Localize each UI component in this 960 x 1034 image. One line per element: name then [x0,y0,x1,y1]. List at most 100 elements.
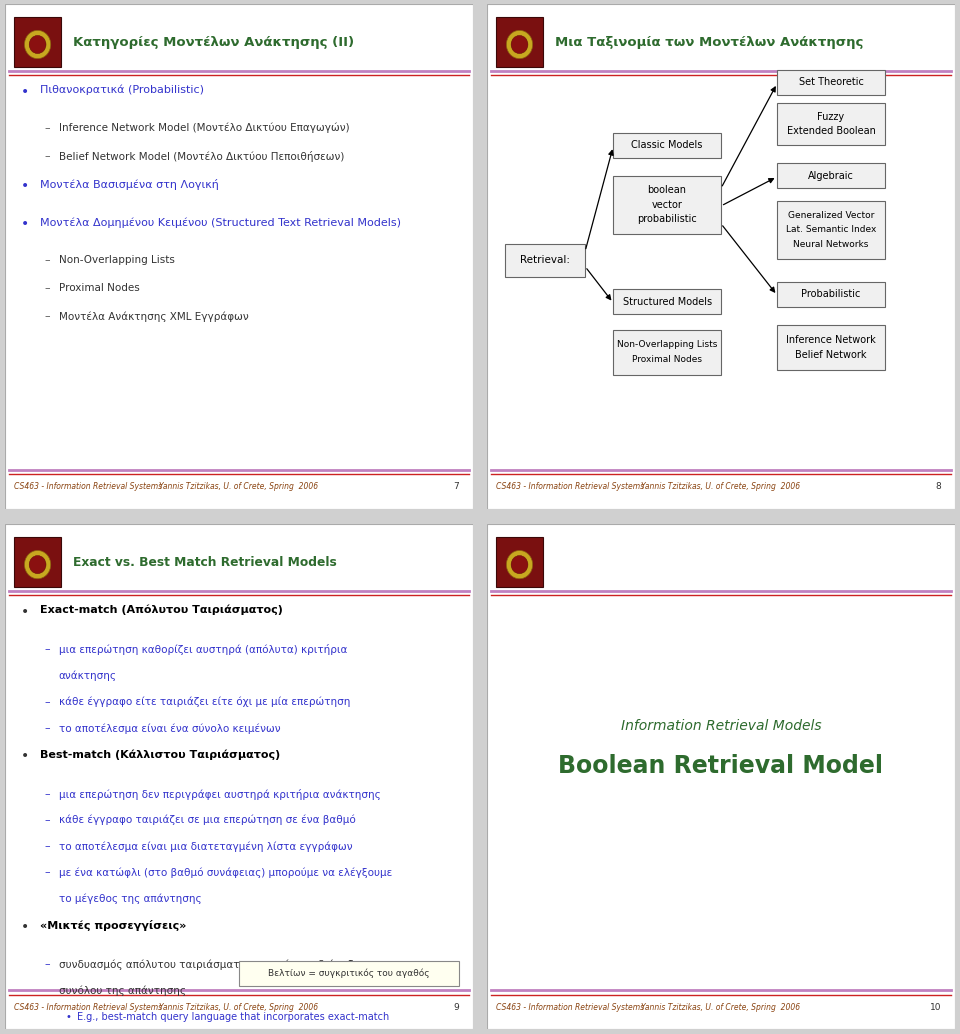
Text: Fuzzy: Fuzzy [818,112,845,122]
Text: Non-Overlapping Lists: Non-Overlapping Lists [59,255,175,265]
Text: •: • [21,750,30,763]
Text: Inference Network Model (Μοντέλο Δικτύου Επαγωγών): Inference Network Model (Μοντέλο Δικτύου… [59,123,349,133]
Text: •: • [21,605,30,619]
Text: •: • [21,920,30,934]
Text: Proximal Nodes: Proximal Nodes [632,356,702,364]
Text: Probabilistic: Probabilistic [802,290,861,299]
Text: Set Theoretic: Set Theoretic [799,78,863,87]
Text: –: – [44,841,50,851]
Text: Κατηγορίες Μοντέλων Ανάκτησης (ΙΙ): Κατηγορίες Μοντέλων Ανάκτησης (ΙΙ) [73,36,354,49]
Circle shape [511,555,528,574]
Text: κάθε έγγραφο είτε ταιριάζει είτε όχι με μία επερώτηση: κάθε έγγραφο είτε ταιριάζει είτε όχι με … [59,697,350,707]
Bar [14,17,61,67]
Text: Neural Networks: Neural Networks [793,240,869,249]
Bar [778,325,885,370]
Text: –: – [44,868,50,878]
Text: 9: 9 [453,1003,459,1011]
Text: –: – [44,255,50,265]
Bar [613,330,721,375]
Circle shape [29,35,46,54]
Text: ανάκτησης: ανάκτησης [59,671,117,681]
Text: 10: 10 [929,1003,941,1011]
Text: –: – [44,311,50,322]
Bar [613,290,721,314]
Text: μια επερώτηση καθορίζει αυστηρά (απόλυτα) κριτήρια: μια επερώτηση καθορίζει αυστηρά (απόλυτα… [59,644,348,656]
Text: Best-match (Κάλλιστου Ταιριάσματος): Best-match (Κάλλιστου Ταιριάσματος) [40,750,280,760]
Text: Yannis Tzitzikas, U. of Crete, Spring  2006: Yannis Tzitzikas, U. of Crete, Spring 20… [641,483,801,491]
Text: Classic Models: Classic Models [632,141,703,150]
Text: Extended Boolean: Extended Boolean [786,126,876,136]
Text: Βελτίων = συγκριτικός του αγαθός: Βελτίων = συγκριτικός του αγαθός [269,969,430,978]
Circle shape [29,555,46,574]
Text: μια επερώτηση δεν περιγράφει αυστηρά κριτήρια ανάκτησης: μια επερώτηση δεν περιγράφει αυστηρά κρι… [59,789,380,799]
Text: –: – [44,960,50,969]
Text: Πιθανοκρατικά (Probabilistic): Πιθανοκρατικά (Probabilistic) [40,85,204,95]
Bar [496,537,543,587]
Text: το μέγεθος της απάντησης: το μέγεθος της απάντησης [59,893,202,904]
Circle shape [24,550,51,579]
Text: Belief Network: Belief Network [795,349,867,360]
Text: Lat. Semantic Index: Lat. Semantic Index [786,225,876,235]
Bar [778,163,885,188]
Text: –: – [44,815,50,825]
Text: το αποτέλεσμα είναι ένα σύνολο κειμένων: το αποτέλεσμα είναι ένα σύνολο κειμένων [59,723,280,733]
Bar [506,244,585,277]
Text: το αποτέλεσμα είναι μια διατεταγμένη λίστα εγγράφων: το αποτέλεσμα είναι μια διατεταγμένη λίσ… [59,841,352,852]
Text: probabilistic: probabilistic [637,214,697,224]
Text: Yannis Tzitzikas, U. of Crete, Spring  2006: Yannis Tzitzikas, U. of Crete, Spring 20… [159,1003,319,1011]
Text: vector: vector [652,200,683,210]
Text: –: – [44,123,50,132]
Text: CS463 - Information Retrieval Systems: CS463 - Information Retrieval Systems [14,483,162,491]
Text: •: • [21,179,30,193]
Bar [778,102,885,146]
Text: –: – [44,151,50,161]
Text: Μοντέλα Ανάκτησης XML Εγγράφων: Μοντέλα Ανάκτησης XML Εγγράφων [59,311,249,322]
Text: Proximal Nodes: Proximal Nodes [59,283,139,294]
Text: «Μικτές προσεγγίσεις»: «Μικτές προσεγγίσεις» [40,920,186,931]
Text: κάθε έγγραφο ταιριάζει σε μια επερώτηση σε ένα βαθμό: κάθε έγγραφο ταιριάζει σε μια επερώτηση … [59,815,355,825]
Text: Boolean Retrieval Model: Boolean Retrieval Model [559,755,883,779]
Text: Generalized Vector: Generalized Vector [788,211,875,220]
Text: –: – [44,697,50,707]
Bar [14,537,61,587]
Text: Yannis Tzitzikas, U. of Crete, Spring  2006: Yannis Tzitzikas, U. of Crete, Spring 20… [641,1003,801,1011]
Bar [496,17,543,67]
Bar [778,201,885,258]
Text: –: – [44,283,50,294]
Text: συνόλου της απάντησης: συνόλου της απάντησης [59,985,185,996]
Text: Yannis Tzitzikas, U. of Crete, Spring  2006: Yannis Tzitzikas, U. of Crete, Spring 20… [159,483,319,491]
Text: •: • [21,85,30,99]
Text: Structured Models: Structured Models [622,297,711,307]
Text: 7: 7 [453,483,459,491]
Text: CS463 - Information Retrieval Systems: CS463 - Information Retrieval Systems [14,1003,162,1011]
Text: Inference Network: Inference Network [786,335,876,344]
Bar [239,961,459,986]
Text: CS463 - Information Retrieval Systems: CS463 - Information Retrieval Systems [496,1003,644,1011]
Text: Non-Overlapping Lists: Non-Overlapping Lists [617,340,717,349]
Circle shape [511,35,528,54]
Circle shape [506,550,533,579]
Text: με ένα κατώφλι (στο βαθμό συνάφειας) μπορούμε να ελέγξουμε: με ένα κατώφλι (στο βαθμό συνάφειας) μπο… [59,868,392,878]
Bar [613,132,721,158]
Text: –: – [44,644,50,655]
Text: Μοντέλα Βασισμένα στη Λογική: Μοντέλα Βασισμένα στη Λογική [40,179,219,190]
Text: Μια Ταξινομία των Μοντέλων Ανάκτησης: Μια Ταξινομία των Μοντέλων Ανάκτησης [555,36,863,49]
Text: –: – [44,723,50,733]
Text: συνδυασμός απόλυτου ταιριάσματος με τρόπους διάταξης του: συνδυασμός απόλυτου ταιριάσματος με τρόπ… [59,960,388,970]
Circle shape [24,30,51,59]
Bar [778,281,885,307]
Text: Information Retrieval Models: Information Retrieval Models [621,719,821,733]
Text: E.g., best-match query language that incorporates exact-match: E.g., best-match query language that inc… [78,1011,390,1022]
Text: Exact-match (Απόλυτου Ταιριάσματος): Exact-match (Απόλυτου Ταιριάσματος) [40,605,283,615]
Bar [613,176,721,234]
Text: •: • [65,1011,72,1022]
Text: Μοντέλα Δομημένου Κειμένου (Structured Text Retrieval Models): Μοντέλα Δομημένου Κειμένου (Structured T… [40,217,401,227]
Text: CS463 - Information Retrieval Systems: CS463 - Information Retrieval Systems [496,483,644,491]
Text: 8: 8 [935,483,941,491]
Text: boolean: boolean [648,185,686,195]
Circle shape [506,30,533,59]
Text: Algebraic: Algebraic [808,171,854,181]
Text: Belief Network Model (Μοντέλο Δικτύου Πεποιθήσεων): Belief Network Model (Μοντέλο Δικτύου Πε… [59,151,344,162]
Text: Exact vs. Best Match Retrieval Models: Exact vs. Best Match Retrieval Models [73,556,336,569]
Text: –: – [44,789,50,798]
